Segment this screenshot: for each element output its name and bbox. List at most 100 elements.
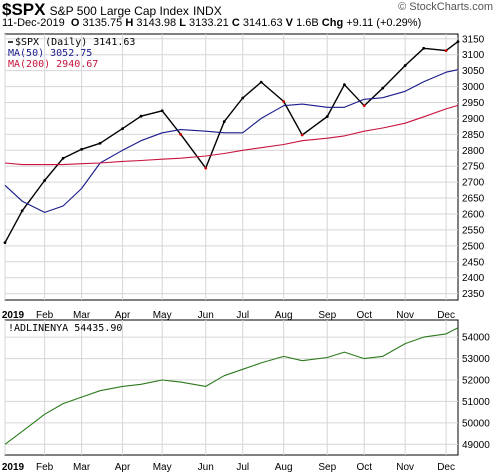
price-point: [98, 141, 102, 145]
price-point: [241, 96, 245, 100]
x-tick-label: Nov: [396, 310, 414, 321]
high-label: H: [125, 17, 134, 29]
price-point: [422, 46, 426, 50]
price-point: [160, 109, 164, 113]
x-tick-label: Jun: [198, 310, 214, 321]
close-label: C: [231, 17, 240, 29]
y-tick-label: 2700: [462, 178, 485, 189]
x-tick-label: Mar: [73, 462, 91, 473]
close-value: 3141.63: [242, 17, 283, 29]
price-point: [222, 120, 226, 124]
x-tick-label: Oct: [356, 462, 372, 473]
x-tick-label: Jul: [236, 310, 249, 321]
price-point: [3, 241, 7, 245]
y-tick-label: 2950: [462, 98, 485, 109]
y-tick-label: 50000: [462, 418, 490, 429]
y-tick-label: 2600: [462, 209, 485, 220]
x-tick-label: Apr: [115, 310, 131, 321]
price-point: [61, 156, 65, 160]
x-tick-label: Aug: [275, 462, 293, 473]
y-tick-label: 3050: [462, 66, 485, 77]
x-tick-label: Dec: [437, 310, 455, 321]
low-value: 3133.21: [189, 17, 229, 29]
panel-frame: [4, 319, 459, 456]
y-tick-label: 2400: [462, 273, 485, 284]
low-label: L: [179, 17, 186, 29]
x-tick-label: 2019: [2, 310, 25, 321]
x-tick-label: Apr: [115, 462, 131, 473]
change-label: Chg: [321, 17, 344, 29]
price-point: [139, 114, 143, 118]
y-tick-label: 2750: [462, 162, 485, 173]
y-tick-label: 54000: [462, 333, 490, 344]
price-point: [444, 49, 448, 52]
price-point: [121, 127, 124, 131]
x-tick-label: May: [153, 462, 172, 473]
y-tick-label: 3000: [462, 82, 485, 93]
y-tick-label: 2450: [462, 257, 485, 268]
price-point: [43, 179, 47, 182]
y-tick-label: 2650: [462, 194, 485, 205]
x-tick-label: Dec: [437, 462, 455, 473]
legend-entry: MA(50) 3052.75: [8, 48, 92, 59]
x-tick-label: Nov: [396, 462, 414, 473]
price-point: [343, 83, 346, 87]
y-tick-label: 51000: [462, 397, 490, 408]
y-tick-label: 49000: [462, 440, 490, 451]
price-point: [362, 104, 366, 108]
y-tick-label: 52000: [462, 376, 490, 387]
open-label: O: [70, 17, 80, 29]
price-point: [259, 80, 263, 84]
x-tick-label: 2019: [2, 462, 25, 473]
volume-label: V: [285, 17, 294, 29]
x-tick-label: Sep: [318, 310, 336, 321]
y-tick-label: 3150: [462, 34, 485, 45]
y-tick-label: 2350: [462, 289, 485, 300]
x-tick-label: Jul: [236, 462, 249, 473]
y-tick-label: 3100: [462, 50, 485, 61]
x-tick-label: Feb: [36, 310, 54, 321]
volume-value: 1.6B: [296, 17, 319, 29]
chart-title: $SPX S&P 500 Large Cap Index INDX: [2, 0, 222, 20]
watermark: © StockCharts.com: [398, 1, 493, 13]
x-tick-label: Feb: [36, 462, 54, 473]
x-tick-label: Sep: [318, 462, 336, 473]
price-point: [20, 209, 24, 213]
adline-line: [4, 327, 459, 445]
y-tick-label: 53000: [462, 354, 490, 365]
price-point: [179, 132, 183, 136]
quote-line: 11-Dec-2019 O 3135.75 H 3143.98 L 3133.2…: [2, 17, 421, 29]
price-point: [300, 133, 304, 137]
price-point: [456, 40, 460, 44]
ma200-line: [4, 104, 459, 166]
y-tick-label: 2800: [462, 146, 485, 157]
exchange: INDX: [193, 4, 222, 18]
y-tick-label: 2500: [462, 241, 485, 252]
x-tick-label: Mar: [73, 310, 91, 321]
x-tick-label: Aug: [275, 310, 293, 321]
symbol: $SPX: [2, 0, 46, 19]
price-point: [80, 147, 84, 151]
price-point: [403, 64, 407, 67]
change-value: +9.11 (+0.29%): [346, 17, 422, 29]
price-point: [381, 86, 385, 90]
x-tick-label: May: [153, 310, 172, 321]
price-line: [4, 41, 459, 244]
legend-entry: MA(200) 2940.67: [8, 59, 98, 70]
open-value: 3135.75: [82, 17, 123, 29]
panel-frame: [4, 33, 459, 301]
y-tick-label: 2900: [462, 114, 485, 125]
quote-date: 11-Dec-2019: [2, 17, 65, 29]
high-value: 3143.98: [136, 17, 177, 29]
x-tick-label: Oct: [356, 310, 372, 321]
ma50-line: [4, 69, 459, 213]
index-name: S&P 500 Large Cap Index: [49, 4, 189, 18]
price-point: [204, 166, 208, 170]
price-point: [325, 115, 329, 118]
x-tick-label: Jun: [198, 462, 214, 473]
y-tick-label: 2850: [462, 130, 485, 141]
price-point: [282, 100, 286, 103]
legend-entry: !ADLINENYA 54435.90: [8, 323, 122, 334]
legend-entry: $SPX (Daily) 3141.63: [15, 37, 135, 48]
